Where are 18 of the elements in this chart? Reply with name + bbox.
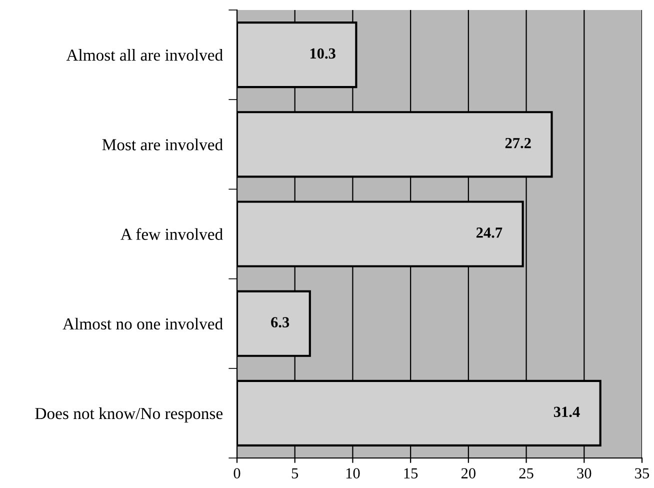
y-tick-label: Almost no one involved xyxy=(62,318,223,330)
y-tick-label: Most are involved xyxy=(102,138,223,150)
x-tick-label: 35 xyxy=(635,468,650,478)
x-tick-label: 30 xyxy=(577,468,592,478)
data-label: 6.3 xyxy=(271,317,290,328)
y-tick-label: Almost all are involved xyxy=(66,49,223,61)
y-tick-label: Does not know/No response xyxy=(35,407,223,423)
x-tick-label: 10 xyxy=(346,468,360,478)
x-tick-label: 15 xyxy=(404,468,418,478)
x-tick-label: 5 xyxy=(292,468,298,478)
x-tick-label: 25 xyxy=(519,468,534,478)
data-label: 10.3 xyxy=(310,48,336,59)
data-label: 31.4 xyxy=(554,406,580,418)
y-tick-label: A few involved xyxy=(120,228,223,240)
data-label: 27.2 xyxy=(505,138,531,148)
x-tick-label: 20 xyxy=(461,468,476,478)
x-tick-label: 0 xyxy=(234,468,240,478)
data-label: 24.7 xyxy=(476,228,502,238)
